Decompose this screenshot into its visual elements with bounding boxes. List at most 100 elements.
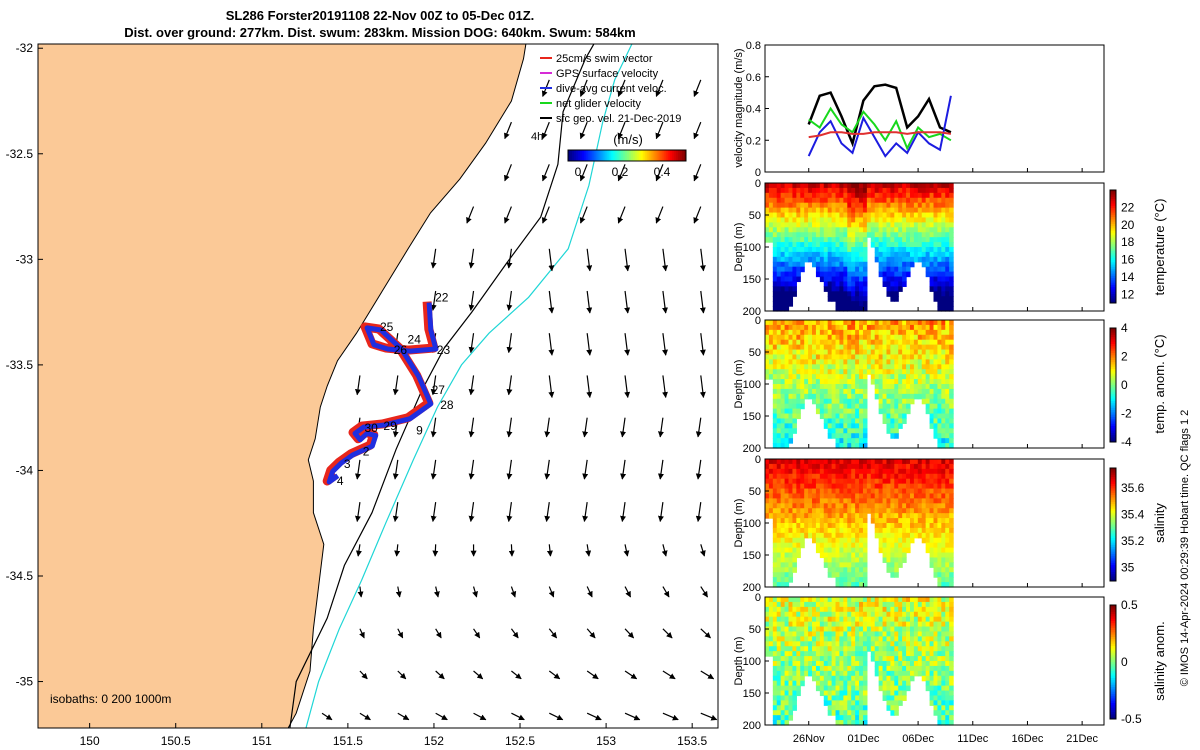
section-cell bbox=[949, 217, 954, 223]
section-cell bbox=[784, 513, 790, 519]
section-colorbar-cell bbox=[1110, 607, 1116, 611]
section-cell bbox=[835, 478, 841, 485]
section-cell bbox=[906, 537, 911, 544]
section-cell bbox=[925, 324, 931, 331]
section-cell bbox=[851, 488, 856, 495]
section-cell bbox=[843, 183, 848, 189]
section-cell bbox=[784, 379, 790, 385]
section-cell bbox=[882, 483, 888, 490]
section-cell bbox=[855, 306, 860, 312]
section-cell bbox=[886, 344, 891, 351]
section-cell bbox=[784, 616, 790, 623]
section-cell bbox=[851, 286, 856, 292]
section-cell bbox=[902, 532, 907, 539]
section-cell bbox=[827, 483, 833, 490]
section-colorbar-cell bbox=[1110, 495, 1116, 498]
section-cell bbox=[906, 261, 911, 268]
section-cell bbox=[882, 192, 888, 199]
section-cell bbox=[894, 320, 899, 326]
section-cell bbox=[882, 183, 888, 189]
section-cell bbox=[917, 468, 923, 475]
section-cell bbox=[792, 601, 797, 608]
section-cell bbox=[796, 354, 801, 360]
section-cell bbox=[847, 483, 852, 490]
section-cell bbox=[847, 621, 852, 628]
section-cell bbox=[847, 242, 852, 248]
section-cell bbox=[909, 636, 915, 642]
section-cell bbox=[933, 468, 939, 475]
section-cell bbox=[851, 237, 856, 243]
section-cell bbox=[780, 256, 786, 263]
section-cell bbox=[835, 242, 841, 248]
section-cell bbox=[859, 665, 864, 672]
section-cell bbox=[823, 646, 829, 652]
section-cell bbox=[835, 705, 841, 711]
section-cell bbox=[921, 641, 927, 647]
section-cell bbox=[823, 468, 829, 475]
section-cell bbox=[866, 207, 872, 214]
section-cell bbox=[917, 379, 923, 385]
map-y-tick-label: -35 bbox=[16, 675, 34, 689]
section-colorbar-tick: 35.2 bbox=[1121, 534, 1145, 548]
section-cell bbox=[815, 324, 821, 331]
map-colorbar-cell bbox=[652, 150, 656, 161]
section-cell bbox=[870, 349, 876, 356]
section-cell bbox=[815, 523, 821, 529]
section-cell bbox=[882, 344, 888, 351]
section-cell bbox=[862, 631, 868, 637]
section-cell bbox=[949, 720, 954, 726]
section-cell bbox=[768, 369, 774, 375]
section-cell bbox=[823, 286, 829, 292]
section-colorbar-tick: -2 bbox=[1121, 407, 1132, 421]
section-cell bbox=[851, 463, 856, 470]
section-cell bbox=[831, 478, 837, 485]
section-cell bbox=[913, 670, 919, 677]
section-cell bbox=[823, 523, 829, 529]
section-cell bbox=[898, 344, 903, 351]
section-cell bbox=[765, 611, 770, 618]
section-cell bbox=[772, 532, 778, 539]
section-cell bbox=[862, 183, 868, 189]
section-cell bbox=[808, 187, 813, 194]
section-y-tick-label: 50 bbox=[749, 347, 761, 359]
section-cell bbox=[941, 388, 946, 395]
section-cell bbox=[823, 379, 829, 385]
geo-velocity-arrow bbox=[506, 417, 513, 438]
section-cell bbox=[800, 359, 805, 365]
section-cell bbox=[949, 631, 954, 637]
section-cell bbox=[843, 301, 848, 307]
section-cell bbox=[827, 187, 833, 194]
section-cell bbox=[819, 513, 825, 519]
section-cell bbox=[862, 597, 868, 603]
section-cell bbox=[855, 695, 860, 701]
section-cell bbox=[788, 296, 794, 302]
section-cell bbox=[933, 488, 939, 495]
section-cell bbox=[827, 212, 833, 219]
section-cell bbox=[800, 646, 805, 652]
section-cell bbox=[819, 656, 825, 662]
section-cell bbox=[933, 651, 939, 657]
geo-velocity-arrow bbox=[617, 206, 626, 224]
section-cell bbox=[855, 183, 860, 189]
section-cell bbox=[929, 217, 935, 223]
section-cell bbox=[906, 631, 911, 637]
section-cell bbox=[843, 577, 848, 583]
section-cell bbox=[945, 202, 950, 209]
section-cell bbox=[839, 680, 844, 687]
section-cell bbox=[855, 542, 860, 549]
section-cell bbox=[855, 393, 860, 400]
section-cell bbox=[937, 212, 942, 219]
section-cell bbox=[894, 379, 899, 385]
section-cell bbox=[909, 478, 915, 485]
section-cell bbox=[815, 369, 821, 375]
section-cell bbox=[898, 374, 903, 380]
section-cell bbox=[831, 488, 837, 495]
section-colorbar-cell bbox=[1110, 432, 1116, 436]
section-cell bbox=[874, 374, 880, 380]
section-cell bbox=[933, 339, 939, 346]
section-cell bbox=[847, 320, 852, 326]
section-cell bbox=[827, 459, 833, 465]
section-cell bbox=[898, 281, 903, 287]
section-cell bbox=[843, 661, 848, 667]
section-cell bbox=[933, 418, 939, 424]
